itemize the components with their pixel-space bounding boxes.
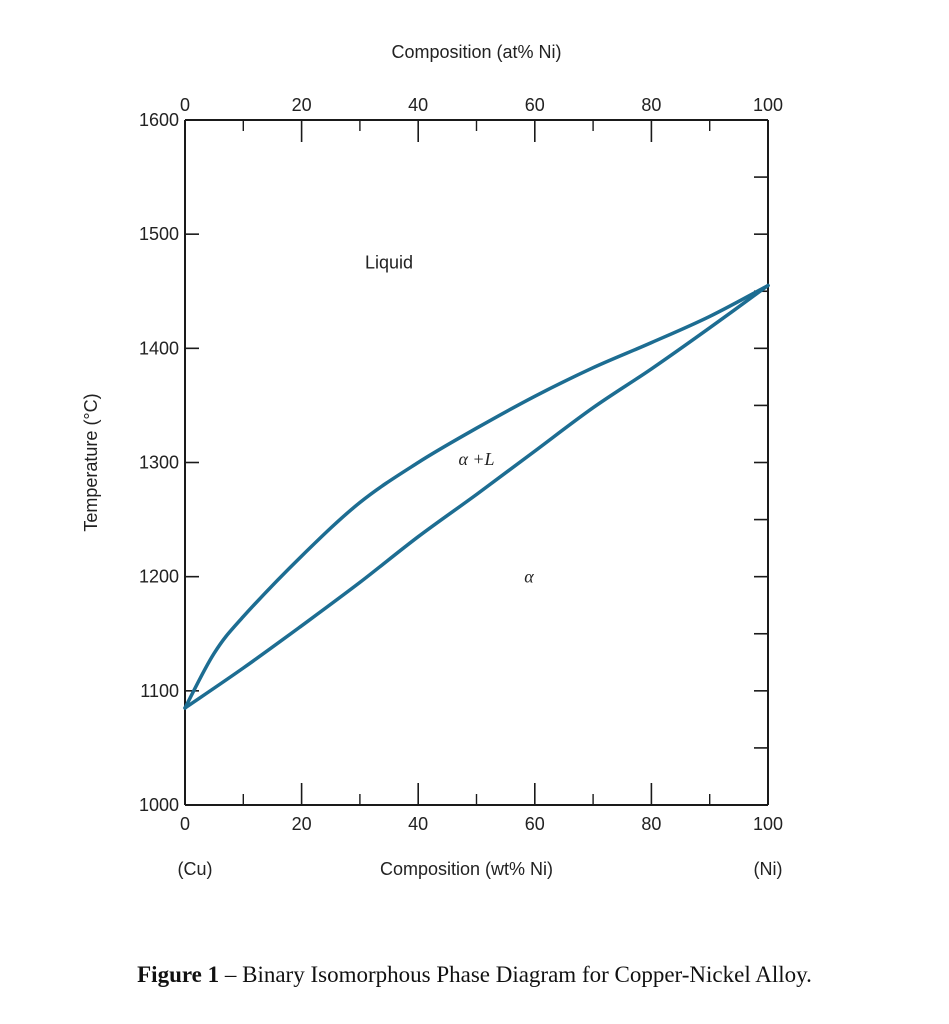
region-label: α — [524, 566, 534, 586]
x2-tick-label: 40 — [408, 95, 428, 115]
figure-caption: Figure 1 – Binary Isomorphous Phase Diag… — [0, 962, 949, 988]
region-label: α +L — [458, 449, 494, 469]
x-tick-label: 20 — [292, 814, 312, 834]
liquidus-line — [183, 283, 770, 710]
caption-prefix: Figure 1 — [137, 962, 220, 987]
ticks — [184, 119, 769, 806]
x-end-label-cu: (Cu) — [178, 859, 213, 879]
x2-tick-label: 20 — [292, 95, 312, 115]
x-tick-label: 80 — [641, 814, 661, 834]
y-tick-label: 1100 — [140, 681, 179, 701]
x-axis-title: Composition (wt% Ni) — [380, 859, 553, 879]
x-tick-label: 0 — [180, 814, 190, 834]
solidus-line — [183, 283, 770, 710]
y-tick-label: 1500 — [139, 224, 179, 244]
y-tick-label: 1400 — [139, 338, 179, 358]
x-tick-label: 40 — [408, 814, 428, 834]
x2-tick-label: 80 — [641, 95, 661, 115]
x2-tick-label: 0 — [180, 95, 190, 115]
caption-text: – Binary Isomorphous Phase Diagram for C… — [219, 962, 812, 987]
x-tick-label: 100 — [753, 814, 783, 834]
top-axis-title: Composition (at% Ni) — [391, 42, 561, 62]
y-tick-label: 1300 — [139, 453, 179, 473]
region-label: Liquid — [365, 252, 413, 272]
y-tick-label: 1000 — [139, 795, 179, 815]
y-tick-label: 1200 — [139, 567, 179, 587]
y-tick-label: 1600 — [139, 110, 179, 130]
x2-tick-label: 100 — [753, 95, 783, 115]
x2-tick-label: 60 — [525, 95, 545, 115]
x-tick-label: 60 — [525, 814, 545, 834]
phase-curves — [183, 283, 770, 710]
x-end-label-ni: (Ni) — [754, 859, 783, 879]
y-axis-title: Temperature (°C) — [81, 393, 101, 531]
